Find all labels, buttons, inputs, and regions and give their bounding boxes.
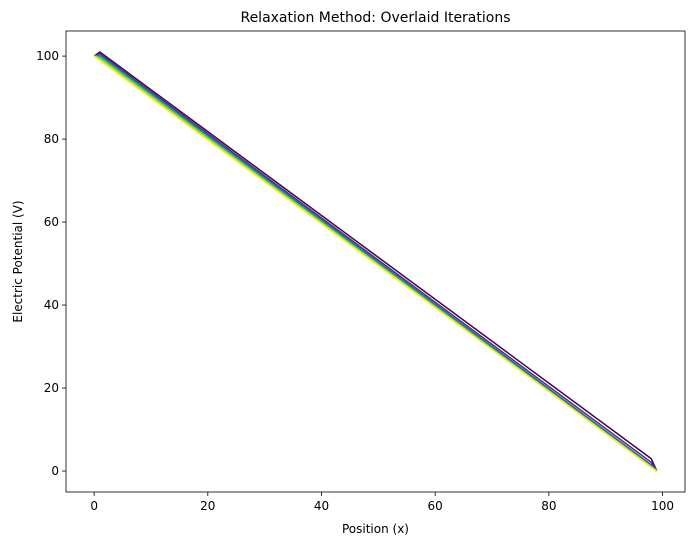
chart-title: Relaxation Method: Overlaid Iterations (240, 10, 510, 26)
y-tick-label: 20 (44, 381, 59, 395)
y-tick-label: 0 (51, 464, 59, 478)
y-tick-label: 60 (44, 215, 59, 229)
plot-lines (93, 51, 658, 472)
x-tick-label: 80 (541, 499, 556, 513)
y-tick-label: 80 (44, 132, 59, 146)
x-tick-label: 0 (90, 499, 98, 513)
y-tick-label: 100 (36, 49, 59, 63)
series-line-8 (93, 55, 658, 472)
series-line-1 (93, 51, 658, 472)
y-tick-label: 40 (44, 298, 59, 312)
y-axis-title: Electric Potential (V) (11, 200, 25, 322)
x-tick-label: 40 (314, 499, 329, 513)
x-tick-label: 60 (428, 499, 443, 513)
x-axis: 0 20 40 60 80 100 (90, 492, 674, 513)
y-axis: 0 20 40 60 80 100 (36, 49, 66, 478)
plot-frame (65, 30, 686, 493)
x-tick-label: 20 (200, 499, 215, 513)
x-tick-label: 100 (651, 499, 674, 513)
x-axis-title: Position (x) (342, 522, 409, 536)
